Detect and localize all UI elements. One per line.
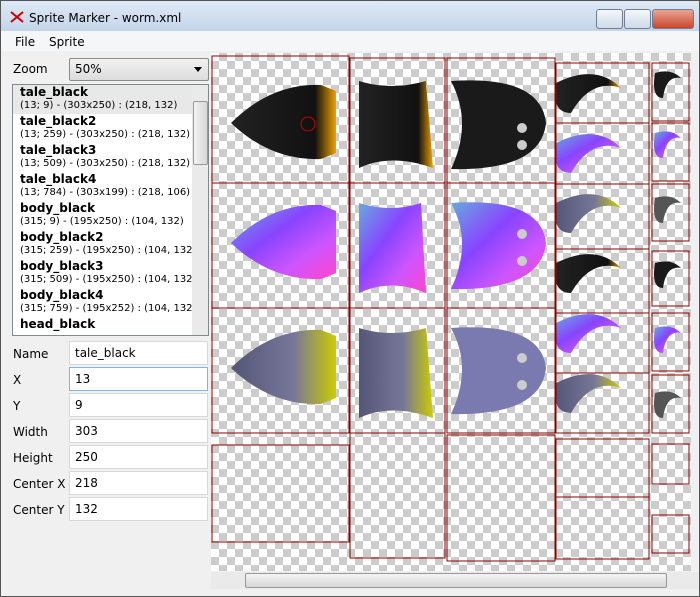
maximize-button[interactable] [624,9,651,29]
sprite-detail: (315; 259) - (195x250) : (104, 132) [20,245,197,256]
menu-item[interactable]: File [15,35,36,49]
zoom-value: 50% [75,62,102,76]
sprite-name: body_black3 [20,259,104,273]
sprite-name: body_black4 [20,288,104,302]
zoom-combo[interactable]: 50% [69,58,209,81]
sprite-canvas[interactable] [211,53,691,571]
menu-item[interactable]: Sprite [49,35,85,49]
field-label: Center X [13,477,66,491]
sprite-item[interactable]: head_black [13,317,208,332]
sprite-item[interactable]: body_black3 (315; 509) - (195x250) : (104… [13,259,208,288]
menu-bar: File Sprite [1,31,699,51]
sprite-sheet [211,55,690,562]
field-label: Y [13,399,21,413]
sprite-name: tale_black2 [20,114,97,128]
sprite-detail: (315; 509) - (195x250) : (104, 132) [20,274,197,285]
sprite-detail: (315; 9) - (195x250) : (104, 132) [20,216,184,227]
sprite-name: tale_black4 [20,172,97,186]
sprite-item[interactable]: body_black4 (315; 759) - (195x252) : (104… [13,288,208,317]
sprite-item[interactable]: tale_black4 (13; 784) - (303x199) : (218,… [13,172,208,201]
sprite-detail: (13; 509) - (303x250) : (218, 132) [20,158,191,169]
field-input[interactable]: tale_black [69,341,208,365]
sprite-images [231,71,681,418]
scroll-thumb[interactable] [245,573,667,588]
field-label: Center Y [13,503,65,517]
sprite-item[interactable]: body_black2 (315; 259) - (195x250) : (104… [13,230,208,259]
scroll-thumb[interactable] [193,101,208,165]
sprite-list: tale_black (13; 9) - (303x250) : (218, 13… [12,84,209,336]
canvas-scrollbar[interactable] [211,572,699,589]
field-input[interactable]: 218 [69,471,208,495]
field-input[interactable]: 9 [69,393,208,417]
field-input[interactable]: 303 [69,419,208,443]
sprite-name: tale_black [20,85,88,99]
sprite-name: body_black [20,201,96,215]
field-input[interactable]: 132 [69,497,208,521]
sprite-name: body_black2 [20,230,104,244]
field-label: X [13,373,22,387]
sprite-bounds [211,55,690,562]
minimize-button[interactable] [596,9,623,29]
window-title: Sprite Marker - worm.xml [29,11,182,25]
field-label: Width [13,425,48,439]
field-input[interactable]: 250 [69,445,208,469]
field-input[interactable]: 13 [69,367,208,391]
app-icon [10,11,24,23]
field-label: Name [13,347,49,361]
close-button[interactable] [652,9,694,29]
title-bar: Sprite Marker - worm.xml [1,1,699,31]
sprite-detail: (315; 759) - (195x252) : (104, 132) [20,303,197,314]
list-scrollbar[interactable] [192,85,208,335]
sprite-detail: (13; 784) - (303x199) : (218, 106) [20,187,191,198]
sprite-item[interactable]: body_black (315; 9) - (195x250) : (104, 1… [13,201,208,230]
sprite-detail: (13; 259) - (303x250) : (218, 132) [20,129,191,140]
zoom-label: Zoom [13,62,48,76]
sprite-item[interactable]: tale_black2 (13; 259) - (303x250) : (218,… [13,114,208,143]
field-label: Height [13,451,53,465]
sprite-name: head_black [20,317,96,331]
sprite-item[interactable]: tale_black (13; 9) - (303x250) : (218, 13… [13,85,208,114]
sprite-name: tale_black3 [20,143,97,157]
sprite-detail: (13; 9) - (303x250) : (218, 132) [20,100,178,111]
sprite-item[interactable]: tale_black3 (13; 509) - (303x250) : (218,… [13,143,208,172]
